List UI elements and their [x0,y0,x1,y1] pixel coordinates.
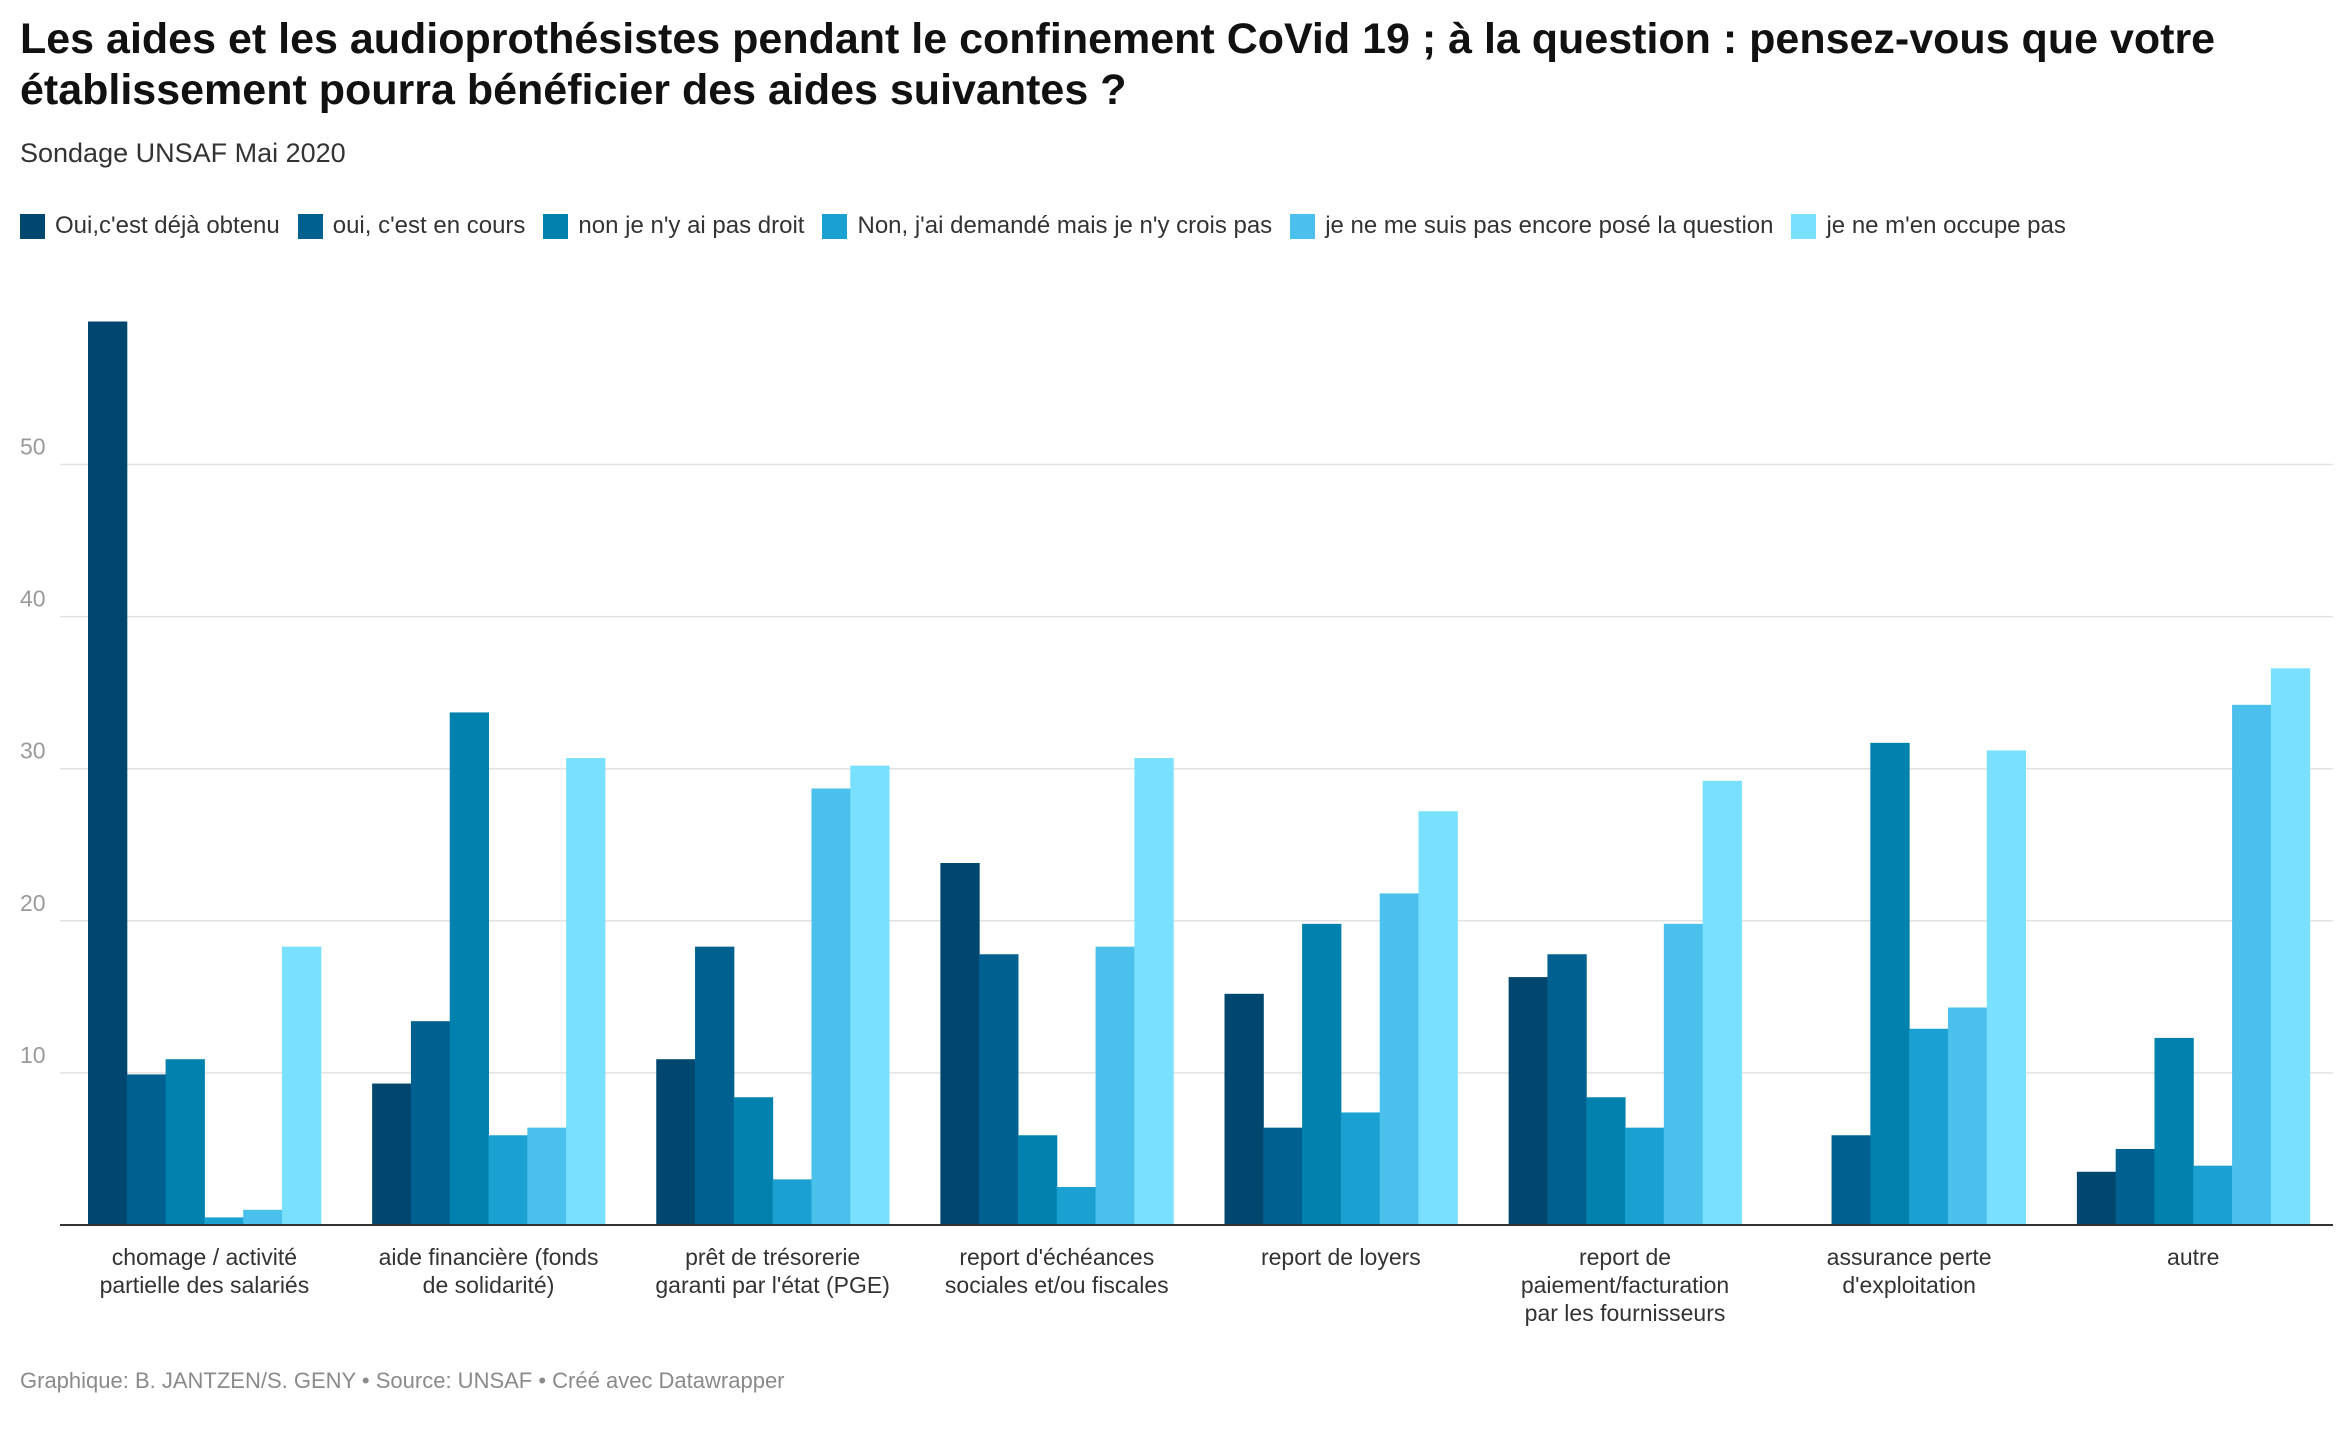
x-tick-label-line: garanti par l'état (PGE) [655,1272,890,1298]
bar [2232,704,2272,1225]
x-tick-label: assurance perte d'exploitation [1827,1244,1992,1298]
bar [656,1059,696,1225]
legend-swatch [20,213,45,239]
x-tick-label: report de loyers [1261,1244,1421,1270]
bar [940,863,980,1225]
x-tick-label-line: partielle des salariés [100,1272,310,1298]
bar [1017,1135,1058,1225]
bar-chart: 10 20 30 40 50 chomage / activité partielle de… [20,321,2333,1326]
bar [695,946,735,1225]
legend-swatch [1290,213,1316,239]
y-tick-label: 40 [20,586,46,612]
legend-label: Non, j'ai demandé mais je n'y crois pas [857,212,1273,239]
x-tick-label-line: report de [1579,1244,1671,1270]
bar [2076,1171,2117,1225]
x-tick-label: aide financière (fonds de solidarité) [379,1244,599,1298]
y-tick-label: 20 [20,890,46,916]
bar [1418,811,1458,1225]
legend-item: oui, c'est en cours [297,212,526,240]
x-tick-label: autre [2167,1244,2219,1270]
bar [850,765,890,1225]
chart-title: Les aides et les audioprothésistes penda… [20,15,2216,114]
x-tick-label-line: sociales et/ou fiscales [945,1272,1169,1298]
bar [1986,750,2027,1225]
x-tick-label-line: chomage / activité [112,1244,297,1270]
legend-item: Non, j'ai demandé mais je n'y crois pas [822,212,1272,240]
bar [1586,1097,1626,1225]
bar [2115,1148,2155,1225]
y-tick-label: 30 [20,738,46,764]
bar [165,1059,205,1225]
bar [2193,1165,2233,1225]
bar [1625,1127,1665,1225]
bar [1224,993,1264,1225]
legend-swatch [543,213,569,239]
bar [1379,893,1419,1225]
x-tick-label-line: paiement/facturation [1521,1272,1729,1298]
bar [979,954,1019,1225]
x-tick-label-line: par les fournisseurs [1525,1300,1726,1326]
bar [1831,1135,1871,1225]
legend-label: non je n'y ai pas droit [578,212,805,239]
bar [449,712,490,1225]
bar [772,1179,812,1225]
chart-footer-credit: Graphique: B. JANTZEN/S. GENY • Source: … [20,1368,785,1393]
legend-swatch [1791,213,1817,239]
x-tick-label: chomage / activité partielle des salariés [100,1244,310,1298]
bar [1702,780,1742,1225]
bar [1508,977,1548,1225]
legend-item: je ne m'en occupe pas [1791,212,2066,240]
bar [410,1021,451,1225]
legend-label: oui, c'est en cours [332,212,526,239]
legend-item: non je n'y ai pas droit [543,212,804,240]
bar [1340,1112,1381,1225]
x-tick-label-line: d'exploitation [1842,1272,1976,1298]
bar [372,1083,412,1225]
bar [2270,668,2311,1225]
bar [88,321,128,1225]
chart-legend: Oui,c'est déjà obtenu oui, c'est en cours… [20,212,2330,240]
x-tick-label: report de paiement/facturation par les fou… [1521,1244,1729,1326]
bar [811,788,851,1225]
x-tick-label-line: assurance perte [1827,1244,1992,1270]
chart-subtitle: Sondage UNSAF Mai 2020 [20,138,346,168]
legend-swatch [822,213,848,239]
bar [488,1135,528,1225]
x-tick-label-line: report de loyers [1261,1244,1421,1270]
bar [1134,758,1174,1225]
legend-label: je ne me suis pas encore posé la questio… [1325,212,1774,239]
x-tick-label: report d'échéances sociales et/ou fiscale… [945,1244,1169,1298]
x-tick-label-line: de solidarité) [423,1272,555,1298]
x-tick-label-line: prêt de trésorerie [685,1244,860,1270]
bar [1870,742,1910,1225]
bar [733,1097,774,1225]
bar [1947,1007,1988,1225]
bar [527,1127,567,1225]
bar [1056,1186,1097,1225]
x-tick-label-line: aide financière (fonds [379,1244,599,1270]
bar [126,1074,167,1225]
y-tick-label: 50 [20,433,46,459]
bar [282,946,322,1225]
legend-label: je ne m'en occupe pas [1826,212,2066,239]
bar [204,1217,244,1225]
legend-item: je ne me suis pas encore posé la questio… [1290,212,1773,240]
bar [566,758,606,1225]
legend-swatch [297,213,323,239]
x-tick-label-line: autre [2167,1244,2219,1270]
x-tick-label-line: report d'échéances [959,1244,1154,1270]
bar [1547,954,1587,1225]
y-tick-label: 10 [20,1042,46,1068]
bar [2154,1037,2194,1225]
legend-label: Oui,c'est déjà obtenu [55,212,280,239]
x-tick-label: prêt de trésorerie garanti par l'état (PG… [655,1244,890,1298]
bar [1095,946,1135,1225]
bar [1302,923,1342,1225]
bar [1909,1028,1949,1225]
bar [1663,923,1704,1225]
bar [1263,1127,1303,1225]
bar [243,1209,283,1225]
legend-item: Oui,c'est déjà obtenu [20,212,280,240]
